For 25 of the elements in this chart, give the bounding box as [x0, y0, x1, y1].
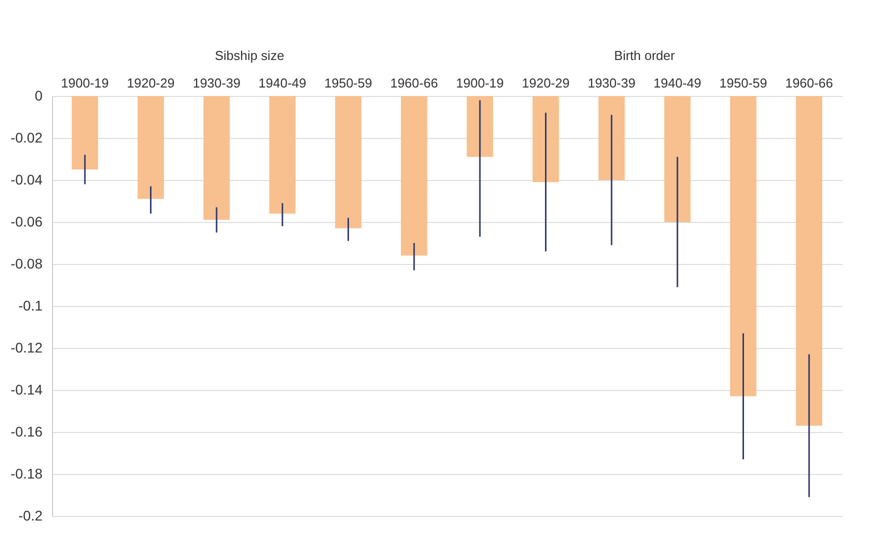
y-tick-label: -0.08	[10, 256, 43, 272]
y-tick-label: -0.1	[18, 298, 43, 314]
y-tick-label: -0.18	[10, 466, 43, 482]
x-tick-label: 1930-39	[192, 76, 240, 90]
x-tick-label: 1950-59	[719, 76, 768, 90]
x-tick-label: 1920-29	[522, 76, 570, 90]
x-tick-label: 1940-49	[258, 76, 306, 90]
text: Sibship size	[214, 48, 284, 63]
x-tick-label: 1900-19	[456, 76, 504, 90]
x-tick-label: 1930-39	[588, 76, 636, 90]
y-tick-label: -0.14	[10, 382, 43, 398]
x-tick-label: 1900-19	[61, 76, 109, 90]
text: Birth order	[614, 48, 676, 63]
y-tick-label: -0.04	[10, 172, 43, 188]
y-tick-label: -0.16	[10, 424, 43, 440]
x-tick-label: 1940-49	[654, 76, 702, 90]
y-tick-label: -0.06	[10, 214, 43, 230]
y-tick-label: -0.12	[10, 340, 43, 356]
y-tick-label: -0.02	[10, 130, 43, 146]
x-tick-label: 1920-29	[126, 76, 175, 90]
y-tick-label: -0.2	[18, 508, 43, 524]
y-tick-label: 0	[34, 88, 43, 104]
x-tick-label: 1950-59	[324, 76, 372, 90]
x-tick-label: 1960-66	[390, 76, 438, 90]
x-tick-label: 1960-66	[785, 76, 833, 90]
